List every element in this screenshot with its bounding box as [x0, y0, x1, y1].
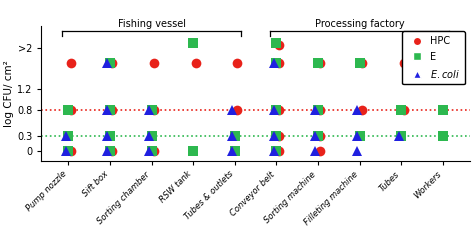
Text: Processing factory: Processing factory — [315, 19, 404, 29]
Y-axis label: log CFU/ cm²: log CFU/ cm² — [4, 60, 14, 127]
Text: Fishing vessel: Fishing vessel — [118, 19, 186, 29]
Legend: HPC, E, $\it{E.coli}$: HPC, E, $\it{E.coli}$ — [402, 31, 465, 85]
